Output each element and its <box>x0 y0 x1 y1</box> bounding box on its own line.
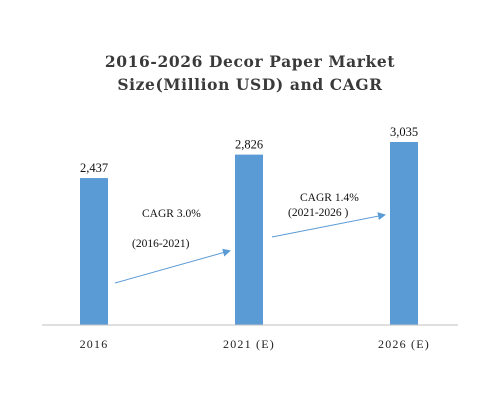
cagr-period-1: (2016-2021) <box>132 238 190 250</box>
cagr-label-1: CAGR 3.0% <box>142 208 201 220</box>
bar-0 <box>80 178 108 325</box>
category-label-1: 2021 (E) <box>223 337 275 351</box>
category-label-0: 2016 <box>80 337 109 351</box>
chart-title-line-2: Size(Million USD) and CAGR <box>117 75 383 94</box>
category-label-2: 2026 (E) <box>378 337 430 351</box>
value-label-2: 3,035 <box>390 125 418 139</box>
cagr-period-2: (2021-2026 ) <box>288 207 349 219</box>
bar-1 <box>235 154 263 325</box>
cagr-label-2: CAGR 1.4% <box>300 192 359 204</box>
bar-2 <box>390 142 418 325</box>
cagr-arrow-2 <box>271 212 386 238</box>
value-label-1: 2,826 <box>235 138 263 152</box>
value-label-0: 2,437 <box>80 161 108 175</box>
chart-title-line-1: 2016-2026 Decor Paper Market <box>104 52 396 71</box>
cagr-arrow-1 <box>114 248 231 284</box>
